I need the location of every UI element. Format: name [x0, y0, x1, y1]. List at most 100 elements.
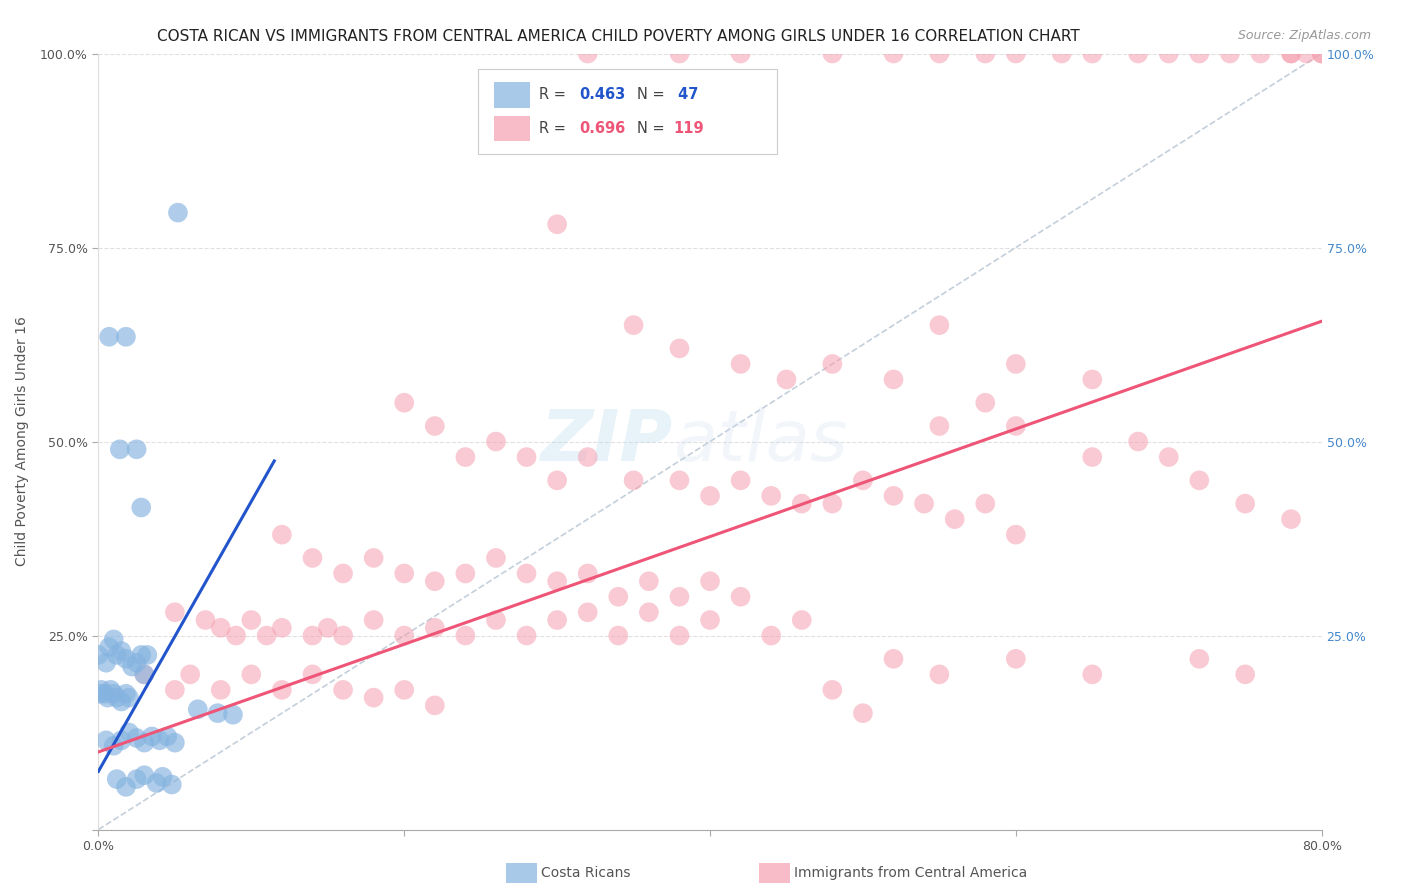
Point [129, 500, 152, 515]
Point [516, 566, 538, 581]
Point [98, 330, 121, 344]
Point [883, 652, 905, 666]
Point [1081, 46, 1104, 61]
Point [392, 628, 416, 642]
Text: N =: N = [637, 87, 669, 103]
Point [943, 512, 966, 526]
Point [301, 628, 323, 642]
Point [94, 733, 117, 747]
Point [668, 590, 690, 604]
Point [240, 667, 263, 681]
Point [110, 733, 132, 747]
Text: 119: 119 [673, 121, 704, 136]
Point [423, 419, 446, 434]
Text: COSTA RICAN VS IMMIGRANTS FROM CENTRAL AMERICA CHILD POVERTY AMONG GIRLS UNDER 1: COSTA RICAN VS IMMIGRANTS FROM CENTRAL A… [157, 29, 1080, 44]
Point [730, 46, 752, 61]
Point [110, 694, 132, 708]
Point [87, 648, 110, 662]
Point [485, 551, 508, 566]
Point [301, 667, 323, 681]
Point [1188, 46, 1211, 61]
Point [163, 736, 186, 750]
Point [546, 613, 568, 627]
Point [1295, 46, 1317, 61]
Point [125, 772, 148, 786]
Point [156, 730, 179, 744]
Text: Immigrants from Central America: Immigrants from Central America [794, 866, 1028, 880]
Point [392, 566, 416, 581]
Point [270, 527, 292, 541]
Point [1188, 652, 1211, 666]
Point [179, 667, 201, 681]
Text: 0.463: 0.463 [579, 87, 626, 103]
Point [1004, 527, 1026, 541]
Point [1004, 652, 1026, 666]
Point [1234, 667, 1257, 681]
Point [576, 566, 599, 581]
Point [637, 605, 661, 619]
Point [163, 682, 186, 697]
Point [225, 628, 247, 642]
Text: Costa Ricans: Costa Ricans [541, 866, 631, 880]
Point [240, 613, 263, 627]
Point [883, 372, 905, 386]
Point [332, 566, 354, 581]
Point [1188, 473, 1211, 487]
Point [821, 357, 844, 371]
Point [576, 450, 599, 464]
Point [103, 739, 125, 753]
Point [207, 706, 229, 721]
Point [332, 682, 354, 697]
Point [94, 656, 117, 670]
Point [1128, 434, 1150, 449]
Point [852, 473, 875, 487]
Point [516, 450, 538, 464]
Text: atlas: atlas [673, 407, 848, 476]
Point [485, 434, 508, 449]
Point [121, 659, 143, 673]
Point [103, 687, 125, 701]
Point [1081, 667, 1104, 681]
Point [759, 489, 782, 503]
Point [1050, 46, 1073, 61]
Point [301, 551, 323, 566]
Point [270, 621, 292, 635]
Point [974, 497, 997, 511]
Point [699, 574, 721, 589]
Point [974, 46, 997, 61]
Point [668, 473, 690, 487]
Point [1081, 372, 1104, 386]
Point [730, 473, 752, 487]
Point [1279, 512, 1302, 526]
Point [637, 574, 661, 589]
Point [485, 613, 508, 627]
Point [134, 667, 156, 681]
Point [607, 590, 630, 604]
Point [821, 46, 844, 61]
Point [546, 574, 568, 589]
Point [576, 46, 599, 61]
Point [209, 621, 232, 635]
Point [1081, 450, 1104, 464]
Point [256, 628, 278, 642]
Point [1157, 450, 1180, 464]
FancyBboxPatch shape [494, 82, 530, 108]
Text: 0.696: 0.696 [579, 121, 626, 136]
Point [928, 318, 950, 333]
Text: Source: ZipAtlas.com: Source: ZipAtlas.com [1237, 29, 1371, 42]
Point [730, 590, 752, 604]
Point [928, 419, 950, 434]
Point [423, 698, 446, 713]
Text: R =: R = [538, 121, 571, 136]
Point [145, 776, 167, 790]
Point [668, 342, 690, 356]
Point [928, 667, 950, 681]
Point [134, 768, 156, 782]
Point [668, 46, 690, 61]
Point [852, 706, 875, 721]
Point [912, 497, 935, 511]
Point [1004, 357, 1026, 371]
Point [152, 770, 174, 784]
Point [454, 566, 477, 581]
Text: 47: 47 [673, 87, 699, 103]
